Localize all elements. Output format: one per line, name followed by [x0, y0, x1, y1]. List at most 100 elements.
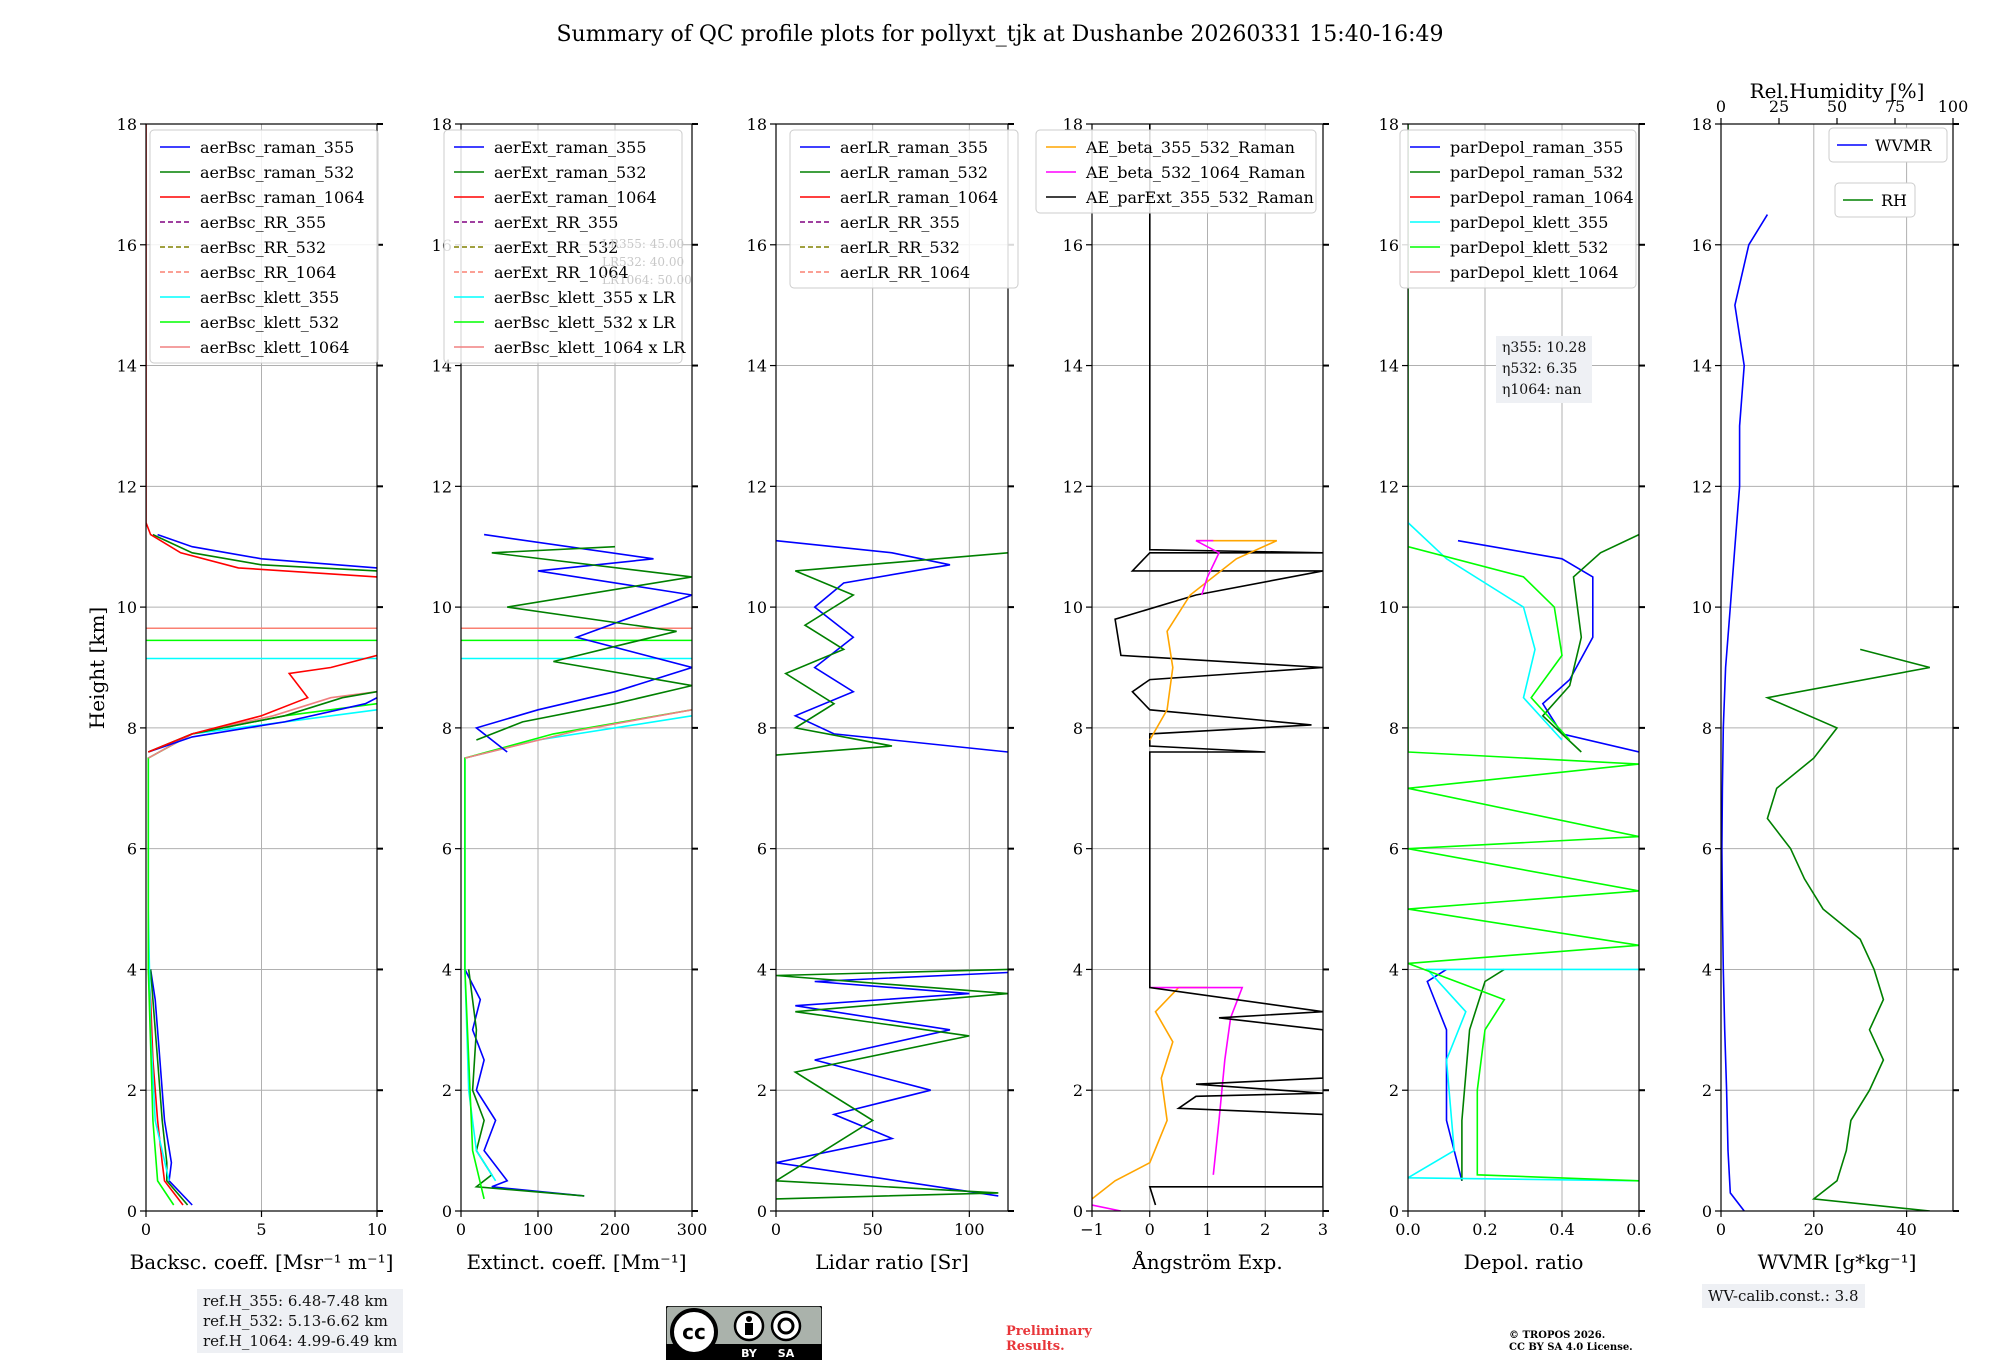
by-icon-body	[745, 1323, 753, 1335]
sa-icon	[770, 1310, 802, 1342]
series-AE_beta_532_1064_Raman_b	[1149, 986, 1244, 1175]
y-tick-label: 4	[442, 960, 452, 979]
series-aerBsc_raman_532	[149, 969, 189, 1206]
y-tick-label: 8	[1702, 719, 1712, 738]
legend-label: aerLR_raman_355	[840, 138, 988, 157]
y-tick-label: 6	[442, 840, 452, 859]
y-tick-label: 2	[1702, 1081, 1712, 1100]
y-tick-label: 2	[127, 1081, 137, 1100]
data-layer	[1092, 124, 1323, 1211]
legend-label: parDepol_raman_532	[1450, 163, 1623, 182]
y-tick-label: 18	[432, 115, 452, 134]
y-tick-label: 4	[1702, 960, 1712, 979]
y-tick-label: 6	[757, 840, 767, 859]
legend-label: aerExt_RR_532	[494, 238, 618, 257]
y-tick-label: 6	[127, 840, 137, 859]
series-aerExt_klett_1064	[464, 709, 692, 759]
series-aerBsc_raman_532_cloud	[147, 690, 377, 753]
y-tick-label: 4	[127, 960, 137, 979]
y-tick-label: 8	[442, 719, 452, 738]
legend-label: WVMR	[1875, 136, 1932, 155]
y-tick-label: 6	[1389, 840, 1399, 859]
x-axis-label: Lidar ratio [Sr]	[815, 1250, 969, 1274]
x-tick-label: 10	[367, 1220, 387, 1239]
legend-label: aerExt_raman_1064	[494, 188, 657, 207]
y-tick-label: 18	[1692, 115, 1712, 134]
x-tick-label: 100	[523, 1220, 554, 1239]
x-tick-label: 0.2	[1472, 1220, 1497, 1239]
series-aerBsc_raman_355_cloud	[148, 696, 377, 753]
chart-panel-3: 0 2 4 6 8 10 12 14 16 18 0 50 100 Lidar ratio [Sr] aer…	[747, 115, 1019, 1274]
ref-height-1064: ref.H_1064: 4.99-6.49 km	[203, 1332, 398, 1350]
y-tick-label: 10	[747, 598, 767, 617]
chart-panel-5: 0 2 4 6 8 10 12 14 16 18 0.0 0.2 0.4 0.6 Depol. ratio p…	[1379, 115, 1652, 1274]
series-parDepol_raman_532	[1461, 968, 1505, 1181]
y-tick-label: 4	[757, 960, 767, 979]
series-parDepol_klett_532_cloud	[1408, 545, 1571, 741]
axes-frame	[775, 123, 1009, 1212]
y-tick-label: 0	[442, 1202, 452, 1221]
series-aerExt_raman_532	[467, 969, 585, 1197]
x-tick-label: 40	[1896, 1220, 1916, 1239]
y-tick-label: 10	[1063, 598, 1083, 617]
x-axis-label: Backsc. coeff. [Msr⁻¹ m⁻¹]	[130, 1250, 394, 1274]
series-aerLR_raman_532_cloud	[776, 552, 1008, 756]
x-tick-label: 0	[456, 1220, 466, 1239]
series-aerExt_raman_532_cloud	[476, 545, 692, 741]
legend-label: parDepol_klett_532	[1450, 238, 1608, 257]
y-tick-label: 10	[117, 598, 137, 617]
legend-label: aerBsc_RR_1064	[200, 263, 336, 282]
legend-label: parDepol_raman_355	[1450, 138, 1623, 157]
lr-note-line: LR532: 40.00	[602, 255, 684, 269]
x-tick-label: 0.0	[1395, 1220, 1420, 1239]
y-tick-label: 12	[1379, 477, 1399, 496]
y-tick-label: 0	[127, 1202, 137, 1221]
y-tick-label: 4	[1073, 960, 1083, 979]
figure-title: Summary of QC profile plots for pollyxt_…	[556, 22, 1444, 47]
axes-frame	[460, 123, 693, 1212]
series-parDepol_klett_355_cloud	[1408, 522, 1563, 741]
wv-calibration-box: WV-calib.const.: 3.8	[1702, 1284, 1865, 1308]
legend-box	[149, 129, 379, 364]
y-tick-label: 14	[1063, 357, 1083, 376]
y-tick-label: 18	[1379, 115, 1399, 134]
x-tick-label: 1	[1202, 1220, 1212, 1239]
legend-label: parDepol_raman_1064	[1450, 188, 1634, 207]
y-tick-label: 0	[1702, 1202, 1712, 1221]
eta-355: η355: 10.28	[1502, 340, 1587, 356]
y-tick-label: 18	[1063, 115, 1083, 134]
x-tick-label: 2	[1260, 1220, 1270, 1239]
x-axis-label: WVMR [g*kg⁻¹]	[1758, 1250, 1917, 1274]
y-tick-label: 18	[747, 115, 767, 134]
y-tick-label: 16	[1692, 236, 1712, 255]
legend-label: aerBsc_raman_1064	[200, 188, 365, 207]
legend-label: aerBsc_klett_1064 x LR	[494, 338, 686, 357]
y-tick-label: 12	[747, 477, 767, 496]
y-tick-label: 14	[1379, 357, 1399, 376]
y-tick-label: 14	[117, 357, 137, 376]
y-tick-label: 0	[757, 1202, 767, 1221]
x-axis-label: Extinct. coeff. [Mm⁻¹]	[466, 1250, 686, 1274]
series-aerExt_raman_355	[464, 969, 585, 1197]
series-aerBsc_upper_1064	[146, 124, 377, 578]
legend-label: aerExt_raman_355	[494, 138, 647, 157]
legend-box	[1834, 182, 1916, 218]
x-axis-label: Depol. ratio	[1464, 1250, 1584, 1274]
top-x-tick-label: 0	[1716, 97, 1726, 116]
top-x-tick-label: 25	[1769, 97, 1789, 116]
legend-label: aerBsc_raman_355	[200, 138, 354, 157]
eta-1064: η1064: nan	[1502, 382, 1582, 398]
y-tick-label: 8	[1073, 719, 1083, 738]
series-AE_parExt_355_532_Raman	[1114, 124, 1323, 1206]
x-tick-label: 0	[1145, 1220, 1155, 1239]
reference-height-box: ref.H_355: 6.48-7.48 km ref.H_532: 5.13-…	[197, 1289, 404, 1353]
series-WVMR	[1721, 214, 1769, 1211]
series-aerBsc_klett_532	[147, 702, 377, 1206]
x-tick-label: 50	[862, 1220, 882, 1239]
series-AE_beta_355_532_Raman_cloud	[1149, 539, 1278, 741]
cc-icon	[670, 1308, 718, 1356]
y-tick-label: 8	[1389, 719, 1399, 738]
y-tick-label: 8	[127, 719, 137, 738]
